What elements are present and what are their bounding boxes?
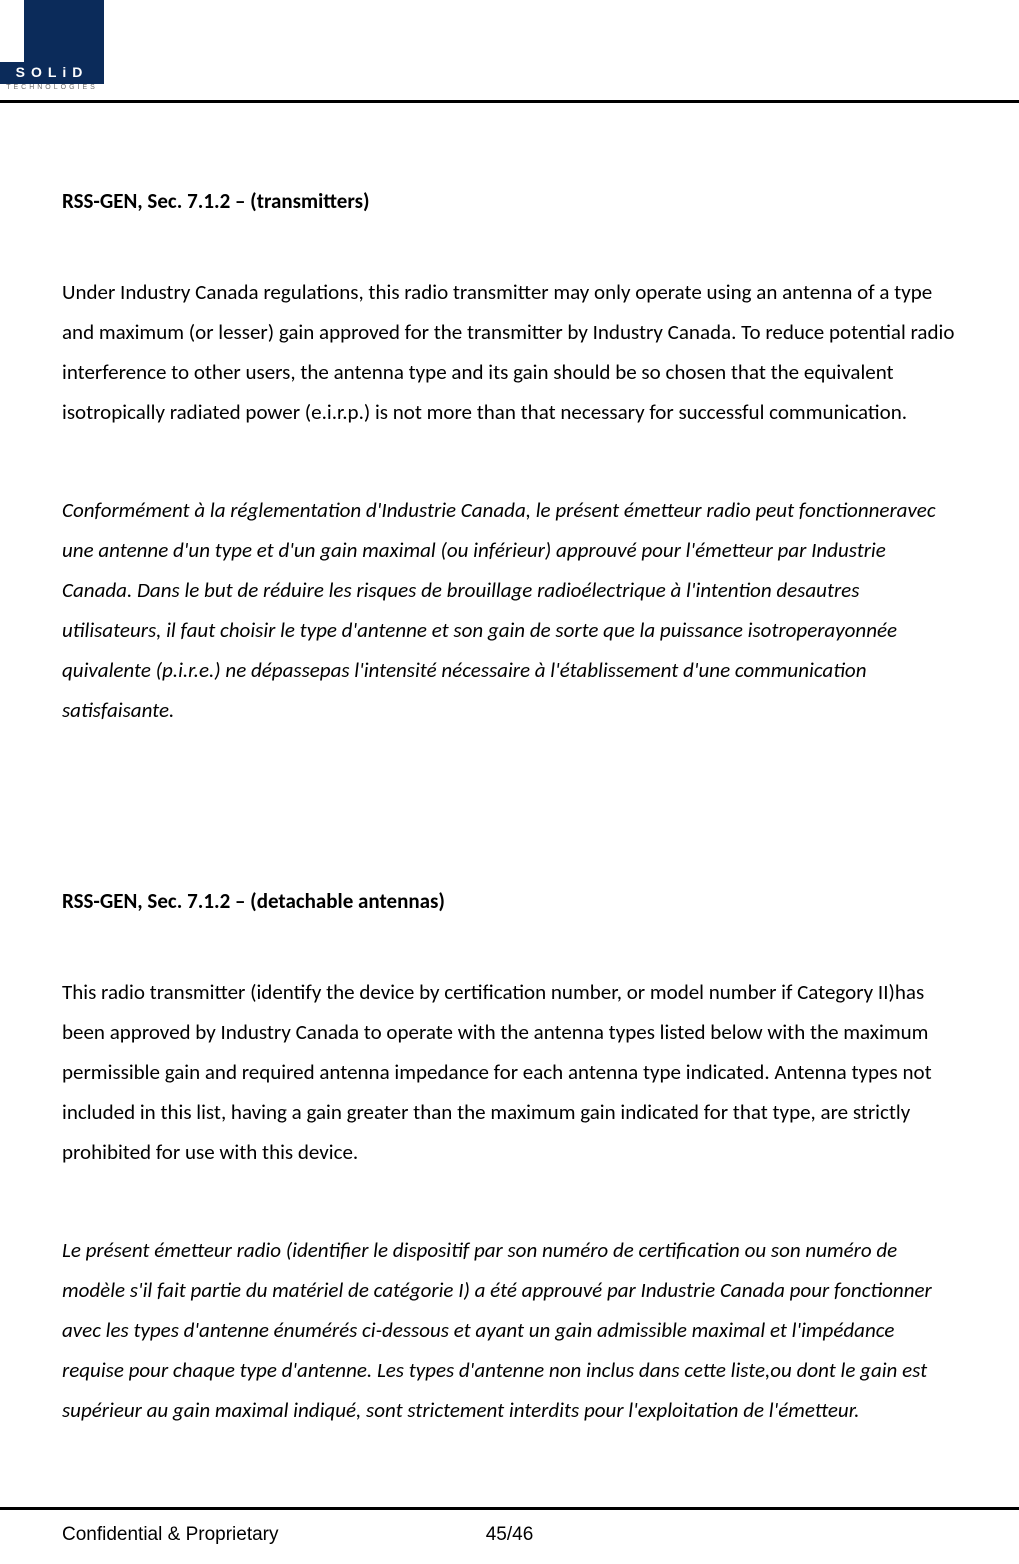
section-gap	[62, 788, 957, 888]
footer-page-number: 45/46	[62, 1524, 957, 1546]
logo-block	[24, 0, 104, 62]
body-paragraph: This radio transmitter (identify the dev…	[62, 972, 957, 1172]
page-footer: Confidential & Proprietary 45/46	[62, 1518, 957, 1546]
logo-brand-text: SOLiD	[0, 62, 104, 84]
header-rule	[0, 100, 1019, 103]
section-title: RSS-GEN, Sec. 7.1.2 – (detachable antenn…	[62, 888, 957, 914]
section-title: RSS-GEN, Sec. 7.1.2 – (transmitters)	[62, 188, 957, 214]
footer-rule	[0, 1507, 1019, 1510]
body-paragraph-fr: Conformément à la réglementation d'Indus…	[62, 490, 957, 730]
page-content: RSS-GEN, Sec. 7.1.2 – (transmitters) Und…	[62, 188, 957, 1488]
body-paragraph: Under Industry Canada regulations, this …	[62, 272, 957, 432]
page-header: SOLiD TECHNOLOGIES	[0, 0, 1019, 100]
logo-subtext: TECHNOLOGIES	[0, 84, 104, 91]
document-page: SOLiD TECHNOLOGIES RSS-GEN, Sec. 7.1.2 –…	[0, 0, 1019, 1564]
body-paragraph-fr: Le présent émetteur radio (identifier le…	[62, 1230, 957, 1430]
